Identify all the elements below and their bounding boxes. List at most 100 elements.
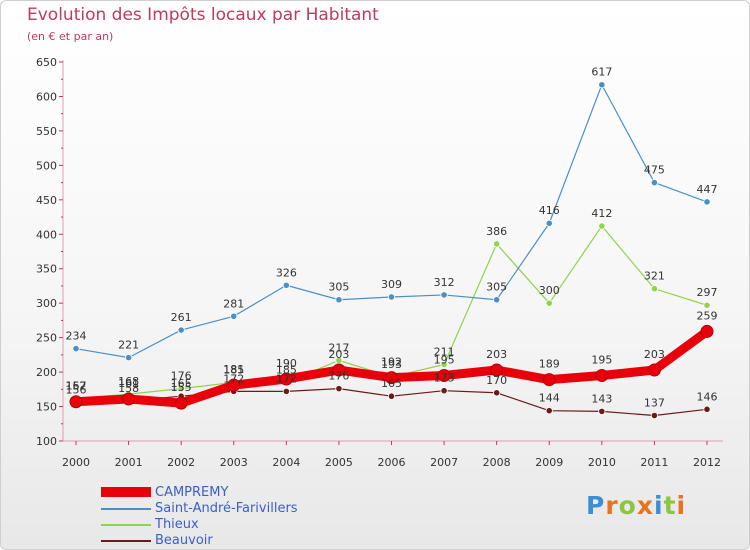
data-label: 321 bbox=[644, 270, 665, 283]
data-point bbox=[545, 407, 553, 415]
data-label: 297 bbox=[697, 286, 718, 299]
data-point bbox=[230, 312, 238, 320]
y-tick-label: 300 bbox=[36, 297, 57, 310]
data-label: 144 bbox=[539, 392, 560, 405]
data-label: 165 bbox=[381, 377, 402, 390]
legend-swatch bbox=[101, 524, 151, 526]
x-tick-label: 2001 bbox=[115, 456, 143, 469]
data-label: 312 bbox=[434, 276, 455, 289]
data-label: 386 bbox=[486, 225, 507, 238]
data-point bbox=[490, 363, 504, 377]
y-tick-label: 250 bbox=[36, 332, 57, 345]
logo-letter: r bbox=[605, 491, 619, 520]
data-point bbox=[387, 293, 396, 301]
data-label: 146 bbox=[697, 390, 718, 403]
data-point bbox=[124, 354, 133, 362]
data-point bbox=[440, 387, 448, 395]
data-label: 309 bbox=[381, 278, 402, 291]
data-label: 617 bbox=[591, 66, 612, 79]
data-label: 162 bbox=[66, 379, 87, 392]
data-point bbox=[598, 81, 606, 89]
data-label: 195 bbox=[591, 354, 612, 367]
data-point bbox=[177, 326, 185, 334]
logo-letter: t bbox=[663, 491, 677, 520]
data-point bbox=[493, 296, 501, 304]
x-tick-label: 2007 bbox=[430, 456, 458, 469]
data-label: 158 bbox=[118, 382, 139, 395]
x-tick-label: 2000 bbox=[62, 456, 90, 469]
data-label: 259 bbox=[697, 309, 718, 322]
data-point bbox=[335, 385, 343, 393]
logo-letter: i bbox=[676, 491, 687, 520]
chart-subtitle: (en € et par an) bbox=[27, 30, 114, 43]
legend-label: Saint-André-Farivillers bbox=[155, 501, 298, 516]
logo-letter: i bbox=[654, 491, 664, 520]
data-label: 281 bbox=[223, 297, 244, 310]
data-point bbox=[440, 291, 448, 299]
y-tick-label: 600 bbox=[36, 90, 57, 103]
data-label: 143 bbox=[591, 392, 612, 405]
y-tick-label: 650 bbox=[36, 56, 57, 69]
data-point bbox=[282, 387, 290, 395]
data-label: 172 bbox=[276, 372, 297, 385]
data-label: 234 bbox=[66, 330, 87, 343]
x-tick-label: 2009 bbox=[535, 456, 563, 469]
data-point bbox=[177, 385, 185, 393]
data-point bbox=[493, 240, 501, 248]
x-tick-label: 2004 bbox=[272, 456, 300, 469]
data-point bbox=[703, 198, 711, 206]
x-tick-label: 2010 bbox=[588, 456, 616, 469]
data-point bbox=[650, 178, 659, 187]
data-point bbox=[387, 392, 396, 400]
data-label: 192 bbox=[381, 356, 402, 369]
data-label: 172 bbox=[223, 372, 244, 385]
data-label: 190 bbox=[276, 357, 297, 370]
logo-letter: P bbox=[586, 491, 606, 520]
data-point bbox=[647, 363, 661, 377]
data-label: 416 bbox=[539, 204, 560, 217]
data-point bbox=[545, 219, 553, 227]
x-tick-label: 2011 bbox=[640, 456, 668, 469]
data-point bbox=[545, 299, 553, 307]
y-tick-label: 500 bbox=[36, 159, 57, 172]
data-label: 185 bbox=[276, 363, 297, 376]
data-label: 157 bbox=[66, 380, 87, 393]
x-tick-label: 2005 bbox=[325, 456, 353, 469]
y-tick-label: 400 bbox=[36, 228, 57, 241]
logo-letter: o bbox=[618, 491, 637, 520]
data-label: 203 bbox=[644, 348, 665, 361]
data-point bbox=[703, 301, 711, 309]
data-point bbox=[650, 411, 659, 420]
legend-swatch bbox=[101, 540, 151, 542]
data-label: 475 bbox=[644, 164, 665, 177]
data-point bbox=[595, 369, 609, 383]
data-label: 193 bbox=[381, 358, 402, 371]
data-point bbox=[598, 222, 606, 230]
legend-label: CAMPREMY bbox=[155, 485, 229, 500]
x-tick-label: 2006 bbox=[378, 456, 406, 469]
data-label: 221 bbox=[118, 339, 139, 352]
x-tick-label: 2002 bbox=[167, 456, 195, 469]
legend-label: Thieux bbox=[155, 517, 199, 532]
data-label: 189 bbox=[539, 358, 560, 371]
legend-swatch bbox=[101, 508, 151, 510]
data-label: 305 bbox=[328, 281, 349, 294]
data-point bbox=[69, 395, 83, 409]
data-point bbox=[279, 372, 293, 386]
data-label: 170 bbox=[486, 374, 507, 387]
data-label: 203 bbox=[328, 348, 349, 361]
data-label: 203 bbox=[486, 348, 507, 361]
data-point bbox=[440, 360, 448, 369]
data-label: 173 bbox=[434, 372, 455, 385]
y-tick-label: 100 bbox=[36, 435, 57, 448]
data-label: 447 bbox=[697, 183, 718, 196]
data-point bbox=[335, 296, 343, 304]
data-point bbox=[332, 363, 346, 377]
data-label: 137 bbox=[644, 397, 665, 410]
data-point bbox=[282, 281, 290, 289]
data-point bbox=[122, 392, 136, 406]
data-point bbox=[437, 369, 451, 383]
data-label: 168 bbox=[118, 375, 139, 388]
data-point bbox=[385, 371, 398, 385]
